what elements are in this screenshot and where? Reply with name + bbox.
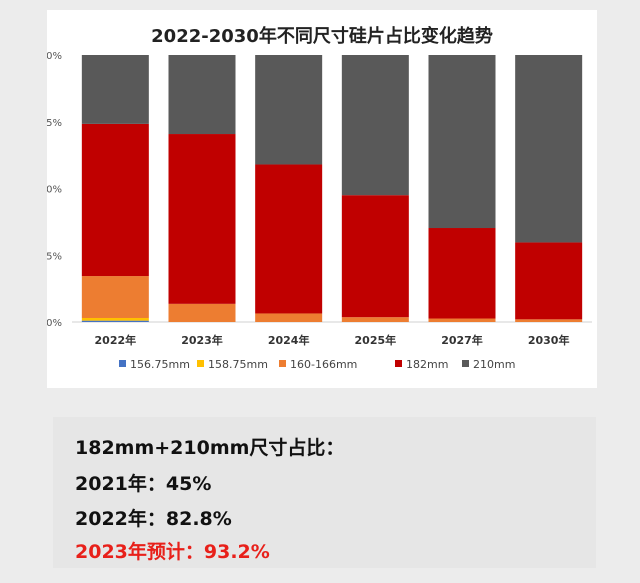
x-category-label: 2025年	[355, 333, 397, 347]
summary-panel: 182mm+210mm尺寸占比： 2021年：45% 2022年：82.8% 2…	[53, 417, 596, 568]
bar-segment	[81, 276, 149, 318]
legend-label: 160-166mm	[290, 358, 357, 371]
legend-swatch	[462, 360, 469, 367]
bar-segment	[515, 242, 583, 320]
legend-swatch	[279, 360, 286, 367]
bar-segment	[515, 319, 583, 322]
y-tick-label: 25%	[47, 251, 62, 262]
x-category-label: 2027年	[441, 333, 483, 347]
summary-2022: 2022年：82.8%	[75, 508, 232, 530]
legend-label: 156.75mm	[130, 358, 190, 371]
x-category-label: 2023年	[181, 333, 223, 347]
bar-segment	[341, 55, 409, 196]
bar-segment	[341, 317, 409, 322]
y-tick-label: 75%	[47, 118, 62, 129]
y-tick-label: 50%	[47, 185, 62, 196]
bar-segment	[81, 317, 149, 321]
legend-swatch	[197, 360, 204, 367]
legend-swatch	[395, 360, 402, 367]
bar-segment	[168, 303, 236, 322]
summary-2023-forecast: 2023年预计：93.2%	[75, 541, 270, 563]
y-tick-label: 0%	[47, 318, 62, 329]
bar-segment	[81, 123, 149, 277]
legend-label: 210mm	[473, 358, 515, 371]
chart-panel: 2022-2030年不同尺寸硅片占比变化趋势 0% 25% 50% 75% 100% 20…	[47, 10, 597, 388]
bar-segment	[428, 228, 496, 319]
x-category-label: 2024年	[268, 333, 310, 347]
x-category-label: 2022年	[95, 333, 137, 347]
bar-segment	[428, 55, 496, 229]
bar-segment	[168, 134, 236, 304]
bar-segment	[341, 195, 409, 318]
bar-segment	[81, 55, 149, 124]
stacked-bar-chart: 0% 25% 50% 75% 100% 2022年 2023年 2024年 2025年 2027年…	[47, 51, 592, 371]
bar-segment	[81, 320, 149, 322]
bar-segment	[428, 318, 496, 322]
bar-segment	[255, 313, 323, 322]
bar-segment	[515, 55, 583, 243]
legend-label: 182mm	[406, 358, 448, 371]
x-category-label: 2030年	[528, 333, 570, 347]
legend-swatch	[119, 360, 126, 367]
bar-segment	[168, 55, 236, 135]
summary-2021: 2021年：45%	[75, 473, 212, 495]
bar-segment	[255, 164, 323, 314]
bar-segment	[255, 55, 323, 165]
legend-label: 158.75mm	[208, 358, 268, 371]
summary-heading: 182mm+210mm尺寸占比：	[75, 437, 345, 459]
y-tick-label: 100%	[47, 51, 62, 62]
chart-title: 2022-2030年不同尺寸硅片占比变化趋势	[151, 26, 493, 47]
